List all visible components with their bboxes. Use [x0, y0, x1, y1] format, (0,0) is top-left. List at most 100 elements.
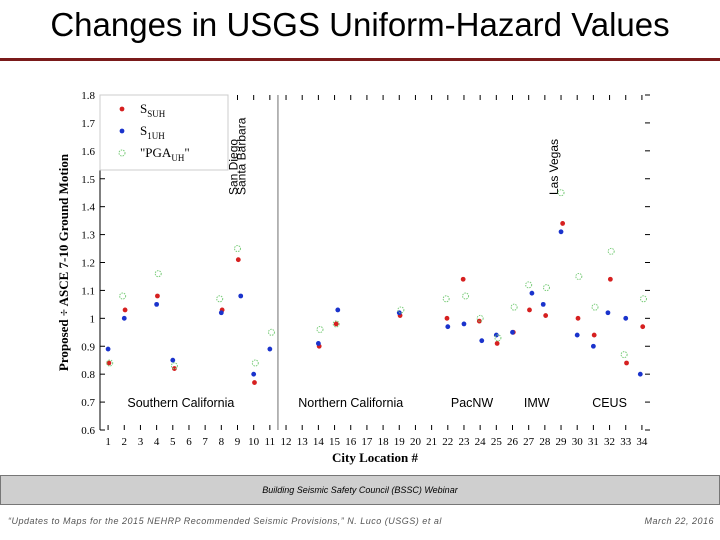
y-tick-label: 1.7: [81, 118, 95, 130]
point-s1uh: [315, 341, 321, 346]
x-tick-label: 19: [394, 436, 406, 448]
point-pga: [591, 303, 599, 311]
point-s1uh: [510, 329, 515, 335]
x-tick-label: 8: [219, 436, 225, 448]
point-s1uh: [529, 290, 535, 296]
point-pga: [510, 303, 518, 311]
point-s1uh: [558, 229, 564, 235]
x-tick-label: 7: [202, 436, 208, 448]
data-points: [105, 189, 648, 385]
footer-center-text: Building Seismic Safety Council (BSSC) W…: [262, 485, 458, 495]
point-ssuh: [494, 341, 500, 346]
x-tick-label: 1: [105, 436, 111, 448]
point-pga: [106, 359, 114, 367]
point-pga: [251, 359, 259, 367]
y-tick-label: 0.9: [81, 341, 95, 353]
x-tick-label: 30: [572, 436, 584, 448]
annotation-label: San Diego: [227, 139, 241, 195]
point-s1uh: [605, 310, 611, 316]
point-ssuh: [122, 307, 128, 313]
x-tick-label: 31: [588, 436, 599, 448]
region-labels: Southern California Northern California Pa…: [127, 396, 627, 410]
point-s1uh: [623, 315, 629, 321]
x-tick-label: 20: [410, 436, 422, 448]
legend: SSUH S1UH "PGAUH": [99, 94, 229, 171]
y-tick-label: 1.1: [81, 285, 95, 297]
point-s1uh: [445, 324, 451, 330]
legend-label: S1UH: [140, 123, 165, 141]
x-tick-label: 2: [122, 436, 128, 448]
footer-citation: “Updates to Maps for the 2015 NEHRP Reco…: [8, 516, 442, 526]
x-tick-label: 14: [313, 436, 325, 448]
x-tick-label: 15: [329, 436, 341, 448]
point-pga: [332, 320, 340, 328]
point-pga: [154, 270, 162, 278]
slide-title: Changes in USGS Uniform-Hazard Values: [50, 6, 670, 43]
point-pga: [575, 272, 583, 280]
region-label: Southern California: [127, 396, 234, 410]
legend-label: SSUH: [140, 101, 166, 119]
footer-date: March 22, 2016: [644, 516, 714, 526]
point-s1uh: [540, 301, 546, 307]
x-tick-label: 34: [636, 436, 648, 448]
point-pga: [170, 362, 178, 370]
point-pga: [267, 328, 275, 336]
y-tick-label: 1.6: [81, 146, 95, 158]
point-ssuh: [155, 293, 160, 299]
point-pga: [640, 295, 648, 303]
y-axis-ticks: 0.6 0.7 0.8 0.9 1 1.1 1.2 1.3 1.4 1.5 1.6 1.7 1.8: [81, 90, 650, 437]
point-pga: [620, 351, 628, 359]
x-tick-label: 17: [361, 436, 373, 448]
y-tick-label: 1.4: [81, 202, 95, 214]
y-tick-label: 1.5: [81, 174, 95, 186]
y-tick-label: 0.7: [81, 397, 95, 409]
point-ssuh: [624, 360, 629, 366]
point-s1uh: [479, 338, 485, 344]
legend-marker-pga: [118, 149, 126, 157]
point-pga: [234, 245, 241, 253]
x-tick-label: 23: [458, 436, 470, 448]
point-s1uh: [590, 343, 596, 349]
y-tick-label: 0.8: [81, 369, 95, 381]
point-ssuh: [106, 360, 112, 366]
point-s1uh: [335, 307, 341, 313]
point-s1uh: [574, 332, 580, 338]
point-ssuh: [333, 321, 339, 327]
annotation-label: Las Vegas: [547, 139, 561, 195]
annotation-label: Santa Barbara: [235, 117, 249, 195]
region-label: IMW: [524, 396, 550, 410]
x-tick-label: 4: [154, 436, 160, 448]
x-tick-label: 16: [345, 436, 357, 448]
point-s1uh: [105, 346, 111, 352]
x-axis-ticks: 1 2 3 4 5 6 7 8 9 10 11 12 13 14 15 16 17 18 19 20 21 22 23 24 2…: [105, 95, 648, 448]
point-ssuh: [172, 366, 177, 371]
x-tick-label: 9: [235, 436, 241, 448]
point-pga: [542, 284, 550, 292]
y-tick-label: 1: [90, 313, 96, 325]
x-tick-label: 5: [170, 436, 176, 448]
x-tick-label: 28: [539, 436, 551, 448]
point-pga: [119, 292, 127, 300]
point-ssuh: [575, 315, 581, 321]
x-tick-label: 3: [138, 436, 144, 448]
point-pga: [462, 292, 470, 300]
point-s1uh: [251, 371, 257, 377]
point-ssuh: [607, 276, 613, 282]
x-tick-label: 13: [297, 436, 309, 448]
point-s1uh: [238, 293, 244, 299]
region-label: Northern California: [298, 396, 403, 410]
x-tick-label: 27: [523, 436, 535, 448]
y-tick-label: 0.6: [81, 425, 95, 437]
x-tick-label: 26: [507, 436, 519, 448]
point-s1uh: [218, 310, 224, 316]
point-s1uh: [267, 346, 273, 352]
point-s1uh: [637, 371, 643, 377]
point-pga: [525, 281, 533, 289]
point-ssuh: [640, 324, 646, 330]
y-axis-label: Proposed ÷ ASCE 7-10 Ground Motion: [56, 153, 71, 371]
point-pga: [397, 306, 405, 314]
point-pga: [442, 295, 450, 303]
legend-marker-s1uh: [119, 128, 125, 134]
